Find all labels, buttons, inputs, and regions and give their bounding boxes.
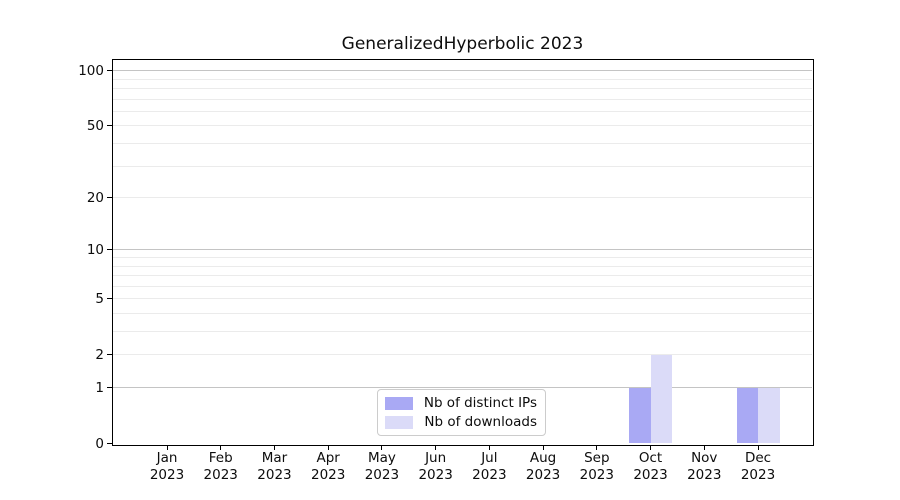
legend-item-downloads: Nb of downloads <box>385 414 537 430</box>
gridline-minor <box>113 125 812 127</box>
x-tick <box>435 445 437 450</box>
x-tick <box>757 445 759 450</box>
gridline-minor <box>113 197 812 199</box>
gridline-minor <box>113 331 812 333</box>
x-tick-label: Nov 2023 <box>687 450 722 483</box>
gridline-major <box>113 70 812 72</box>
gridline-minor <box>113 88 812 90</box>
bar-downloads <box>758 387 780 444</box>
gridline-minor <box>113 275 812 277</box>
x-tick-label: Feb 2023 <box>203 450 238 483</box>
x-tick-label: Mar 2023 <box>257 450 292 483</box>
gridline-minor <box>113 312 812 314</box>
gridline-minor <box>113 98 812 100</box>
x-tick-label: Jul 2023 <box>472 450 507 483</box>
y-tick-label: 2 <box>95 346 104 363</box>
y-tick-label: 0 <box>95 435 104 452</box>
x-tick-label: Apr 2023 <box>310 450 346 483</box>
bar-downloads <box>650 354 673 444</box>
x-tick-label: Jun 2023 <box>418 450 453 483</box>
x-tick <box>327 445 329 450</box>
x-tick <box>703 445 705 450</box>
x-tick <box>596 445 598 450</box>
legend-swatch-downloads <box>385 415 414 429</box>
x-tick <box>273 445 275 450</box>
x-tick-label: May 2023 <box>364 450 400 483</box>
y-tick-label: 10 <box>86 241 104 258</box>
y-tick <box>107 70 112 72</box>
x-tick <box>488 445 490 450</box>
gridline-minor <box>113 143 812 145</box>
x-tick-label: Jan 2023 <box>149 450 185 483</box>
legend-item-distinct-ips: Nb of distinct IPs <box>385 395 537 411</box>
x-tick <box>381 445 383 450</box>
legend-label-downloads: Nb of downloads <box>424 414 537 430</box>
gridline-major <box>113 249 812 251</box>
x-tick <box>166 445 168 450</box>
y-tick <box>107 387 112 388</box>
y-tick <box>107 125 112 127</box>
y-tick <box>107 298 112 300</box>
gridline-minor <box>113 110 812 112</box>
y-tick-label: 50 <box>86 117 104 134</box>
legend-label-distinct-ips: Nb of distinct IPs <box>423 395 537 411</box>
y-tick-label: 100 <box>78 62 104 79</box>
y-tick <box>107 443 112 444</box>
x-tick-label: Oct 2023 <box>633 450 668 483</box>
x-tick <box>220 445 222 450</box>
y-tick <box>107 249 112 251</box>
gridline-minor <box>113 354 812 356</box>
y-tick <box>107 197 112 199</box>
gridline-minor <box>113 285 812 287</box>
bar-distinct-ips <box>629 387 651 444</box>
gridline-minor <box>113 165 812 167</box>
legend: Nb of distinct IPs Nb of downloads <box>377 389 546 436</box>
y-tick-label: 1 <box>95 379 104 396</box>
x-tick <box>542 445 544 450</box>
x-tick-label: Aug 2023 <box>525 450 561 483</box>
y-tick-label: 20 <box>86 189 104 206</box>
bar-distinct-ips <box>736 387 758 444</box>
gridline-major <box>113 387 812 388</box>
x-tick-label: Dec 2023 <box>740 450 776 483</box>
chart-title: GeneralizedHyperbolic 2023 <box>341 34 584 54</box>
legend-swatch-distinct-ips <box>385 396 413 410</box>
gridline-minor <box>113 265 812 267</box>
y-tick-label: 5 <box>95 290 104 307</box>
gridline-minor <box>113 78 812 80</box>
x-tick-label: Sep 2023 <box>579 450 614 483</box>
gridline-minor <box>113 298 812 300</box>
y-tick <box>107 354 112 356</box>
gridline-minor <box>113 257 812 258</box>
x-tick <box>650 445 652 450</box>
